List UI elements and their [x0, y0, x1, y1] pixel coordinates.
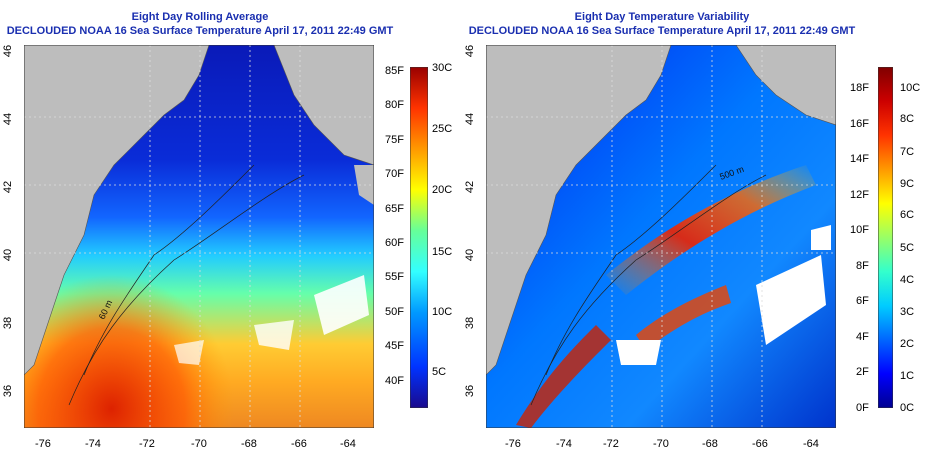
right-contour-line — [530, 174, 767, 406]
right-x-tick: -74 — [556, 438, 572, 450]
right-colorbar-f-label: 8F — [856, 260, 869, 272]
left-y-tick: 42 — [2, 180, 15, 194]
left-colorbar-c-label: 20C — [432, 184, 453, 196]
left-cloud-patch — [174, 340, 204, 365]
right-colorbar-f-label: 18F — [850, 82, 869, 94]
right-colorbar-f-label: 0F — [856, 402, 869, 414]
left-map-title: Eight Day Rolling Average DECLOUDED NOAA… — [0, 10, 400, 38]
right-cloud-patch — [811, 225, 831, 250]
left-x-tick: -68 — [241, 438, 257, 450]
right-y-tick: 40 — [464, 248, 477, 262]
left-colorbar-c-label: 5C — [432, 366, 447, 378]
left-cloud-patch — [254, 320, 294, 350]
left-sst-map: 60 m — [23, 44, 375, 429]
left-x-tick: -66 — [291, 438, 307, 450]
left-x-tick: -72 — [139, 438, 155, 450]
right-colorbar-f-label: 12F — [850, 189, 869, 201]
left-colorbar-f-label: 45F — [385, 340, 404, 352]
right-colorbar-c-label: 6C — [900, 209, 915, 221]
right-colorbar-gradient — [877, 66, 894, 409]
left-colorbar-f-label: 85F — [385, 65, 404, 77]
right-map-title: Eight Day Temperature Variability DECLOU… — [462, 10, 862, 38]
right-y-tick: 42 — [464, 180, 477, 194]
left-x-tick: -70 — [191, 438, 207, 450]
left-title-line2: DECLOUDED NOAA 16 Sea Surface Temperatur… — [6, 25, 394, 37]
left-y-tick: 40 — [2, 248, 15, 262]
right-map-canvas: 500 m — [485, 44, 837, 429]
right-title-line2: DECLOUDED NOAA 16 Sea Surface Temperatur… — [468, 25, 856, 37]
right-colorbar-f-label: 16F — [850, 118, 869, 130]
right-colorbar-c-label: 8C — [900, 113, 915, 125]
left-colorbar-c-label: 30C — [432, 62, 453, 74]
left-grid — [24, 45, 374, 428]
left-colorbar-f-label: 80F — [385, 99, 404, 111]
left-colorbar-f-label: 65F — [385, 203, 404, 215]
right-colorbar-c-label: 4C — [900, 274, 915, 286]
left-y-tick: 46 — [2, 44, 15, 58]
right-grid — [486, 45, 836, 428]
right-x-tick: -68 — [702, 438, 718, 450]
left-colorbar-f-label: 60F — [385, 237, 404, 249]
left-colorbar-f-label: 75F — [385, 134, 404, 146]
right-title-line1: Eight Day Temperature Variability — [574, 11, 750, 23]
left-x-tick: -76 — [35, 438, 51, 450]
left-map-canvas: 60 m — [23, 44, 375, 429]
right-colorbar-f-label: 4F — [856, 331, 869, 343]
right-high-variability-band — [516, 325, 611, 428]
right-y-tick: 44 — [464, 112, 477, 126]
left-y-tick: 38 — [2, 316, 15, 330]
left-colorbar-c-label: 10C — [432, 306, 453, 318]
right-x-tick: -66 — [752, 438, 768, 450]
right-colorbar-f-label: 14F — [850, 153, 869, 165]
right-y-tick: 36 — [464, 384, 477, 398]
left-x-tick: -74 — [85, 438, 101, 450]
right-colorbar-c-label: 7C — [900, 146, 915, 158]
left-y-tick: 44 — [2, 112, 15, 126]
right-colorbar-f-label: 10F — [850, 224, 869, 236]
left-colorbar-gradient — [409, 66, 429, 409]
right-y-tick: 38 — [464, 316, 477, 330]
left-colorbar-f-label: 55F — [385, 271, 404, 283]
left-land-coast — [23, 44, 210, 376]
right-x-tick: -70 — [653, 438, 669, 450]
left-colorbar-c-label: 25C — [432, 123, 453, 135]
right-colorbar-c-label: 1C — [900, 370, 915, 382]
right-colorbar-c-label: 10C — [900, 82, 921, 94]
left-x-tick: -64 — [340, 438, 356, 450]
right-land-coast — [485, 44, 672, 376]
right-x-tick: -76 — [505, 438, 521, 450]
left-title-line1: Eight Day Rolling Average — [131, 11, 269, 23]
right-variability-map: 500 m — [485, 44, 837, 429]
right-colorbar — [877, 66, 894, 409]
left-colorbar-f-label: 40F — [385, 375, 404, 387]
right-colorbar-c-label: 9C — [900, 178, 915, 190]
right-y-tick: 46 — [464, 44, 477, 58]
left-contour-line — [68, 174, 305, 406]
right-contour-line — [545, 164, 717, 376]
right-high-variability-band — [606, 165, 816, 295]
right-colorbar-c-label: 5C — [900, 242, 915, 254]
right-colorbar-c-label: 0C — [900, 402, 915, 414]
left-colorbar-f-label: 70F — [385, 168, 404, 180]
right-colorbar-f-label: 2F — [856, 366, 869, 378]
right-x-tick: -64 — [803, 438, 819, 450]
left-colorbar-f-label: 50F — [385, 306, 404, 318]
right-colorbar-f-label: 6F — [856, 295, 869, 307]
left-colorbar — [409, 66, 429, 409]
left-colorbar-c-label: 15C — [432, 246, 453, 258]
right-cloud-patch — [756, 255, 826, 345]
left-cloud-patch — [314, 275, 369, 335]
right-colorbar-c-label: 3C — [900, 306, 915, 318]
right-x-tick: -72 — [603, 438, 619, 450]
left-y-tick: 36 — [2, 384, 15, 398]
right-cloud-patch — [616, 340, 661, 365]
left-contour-line — [83, 164, 255, 376]
right-high-variability-band — [636, 285, 731, 350]
right-colorbar-c-label: 2C — [900, 338, 915, 350]
